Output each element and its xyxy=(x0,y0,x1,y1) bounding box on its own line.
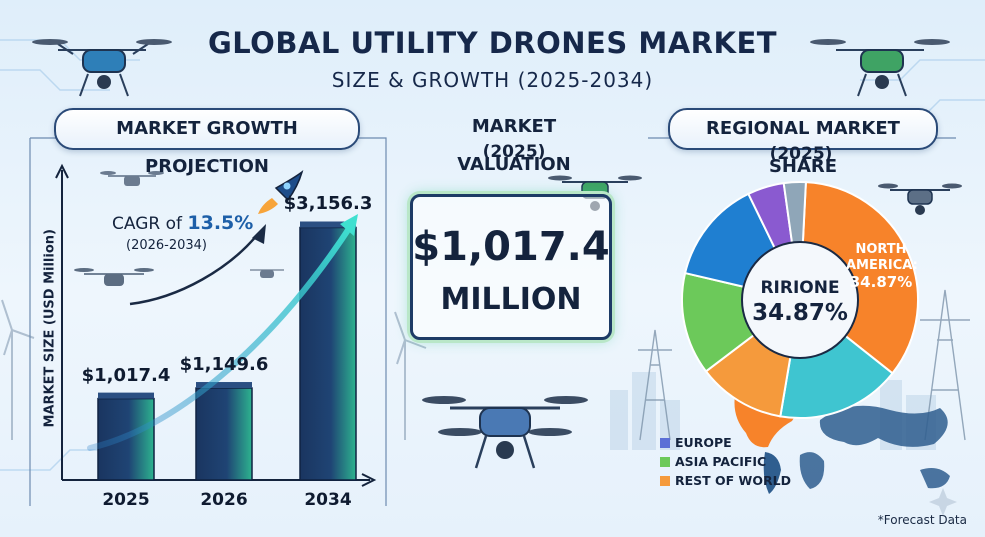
rocket-icon xyxy=(258,170,304,214)
growth-panel-heading: MARKET GROWTH PROJECTION xyxy=(54,108,360,177)
x-tick-label: 2026 xyxy=(200,490,248,510)
valuation-unit: MILLION xyxy=(440,282,582,317)
cagr-prefix: CAGR of xyxy=(112,214,182,234)
pie-center xyxy=(741,241,859,359)
valuation-heading: MARKET VALUATION xyxy=(457,116,571,175)
bar-chart xyxy=(55,163,377,487)
valuation-frame xyxy=(410,194,612,340)
legend-item: EUROPE xyxy=(660,434,732,452)
y-axis-label: MARKET SIZE (USD Million) xyxy=(42,229,58,428)
cagr-value: 13.5% xyxy=(187,212,254,234)
bar-2026 xyxy=(195,387,253,481)
pie-center-line2: 34.87% xyxy=(752,300,848,326)
cagr-period: (2026-2034) xyxy=(126,238,208,253)
drone-icon xyxy=(74,268,154,286)
legend-swatch xyxy=(660,476,670,486)
drone-icon xyxy=(422,396,588,469)
legend-label: EUROPE xyxy=(675,435,732,450)
regional-year: (2025) xyxy=(769,144,833,164)
bar-2034 xyxy=(299,226,357,481)
growth-arrow xyxy=(87,221,355,451)
bar-value-label: $1,017.4 xyxy=(81,364,171,386)
bar-cap-2034 xyxy=(300,221,356,228)
drone-icon xyxy=(100,171,164,186)
legend-swatch xyxy=(660,457,670,467)
bar-value-label: $3,156.3 xyxy=(283,193,373,215)
x-tick-label: 2025 xyxy=(102,490,150,510)
footnote: *Forecast Data xyxy=(877,513,967,527)
callout-line2: AMERICA: xyxy=(846,258,918,273)
legend-item: ASIA PACIFIC xyxy=(660,453,766,471)
legend-label: ASIA PACIFIC xyxy=(675,454,767,469)
legend-label: REST OF WORLD xyxy=(675,473,791,488)
pie-chart xyxy=(681,181,919,419)
page-subtitle: SIZE & GROWTH (2025-2034) xyxy=(331,68,654,92)
bar-cap-2025 xyxy=(98,392,154,399)
valuation-value: $1,017.4 xyxy=(412,224,610,270)
drone-icon xyxy=(810,39,950,97)
pie-center-line1: RIRIONE xyxy=(760,278,840,298)
x-tick-label: 2034 xyxy=(304,490,352,510)
callout-line1: NORTH xyxy=(855,242,907,257)
drone-icon xyxy=(878,183,962,215)
north-america-callout: NORTH AMERICA: 34.87% xyxy=(846,242,918,291)
drone-icon xyxy=(250,269,284,278)
bar-cap-2026 xyxy=(196,382,252,389)
page-title: GLOBAL UTILITY DRONES MARKET xyxy=(207,26,778,60)
legend-item: REST OF WORLD xyxy=(660,472,791,490)
legend-swatch xyxy=(660,438,670,448)
cagr-label: CAGR of 13.5% xyxy=(112,212,253,234)
drone-icon xyxy=(32,39,172,97)
callout-line3: 34.87% xyxy=(849,273,913,291)
regional-panel-heading: REGIONAL MARKET SHARE xyxy=(668,108,938,177)
valuation-year: (2025) xyxy=(482,142,546,162)
pie-slice-0 xyxy=(798,181,919,375)
bar-value-label: $1,149.6 xyxy=(179,354,269,376)
y-axis-label-wrap: MARKET SIZE (USD Million) xyxy=(30,229,58,427)
